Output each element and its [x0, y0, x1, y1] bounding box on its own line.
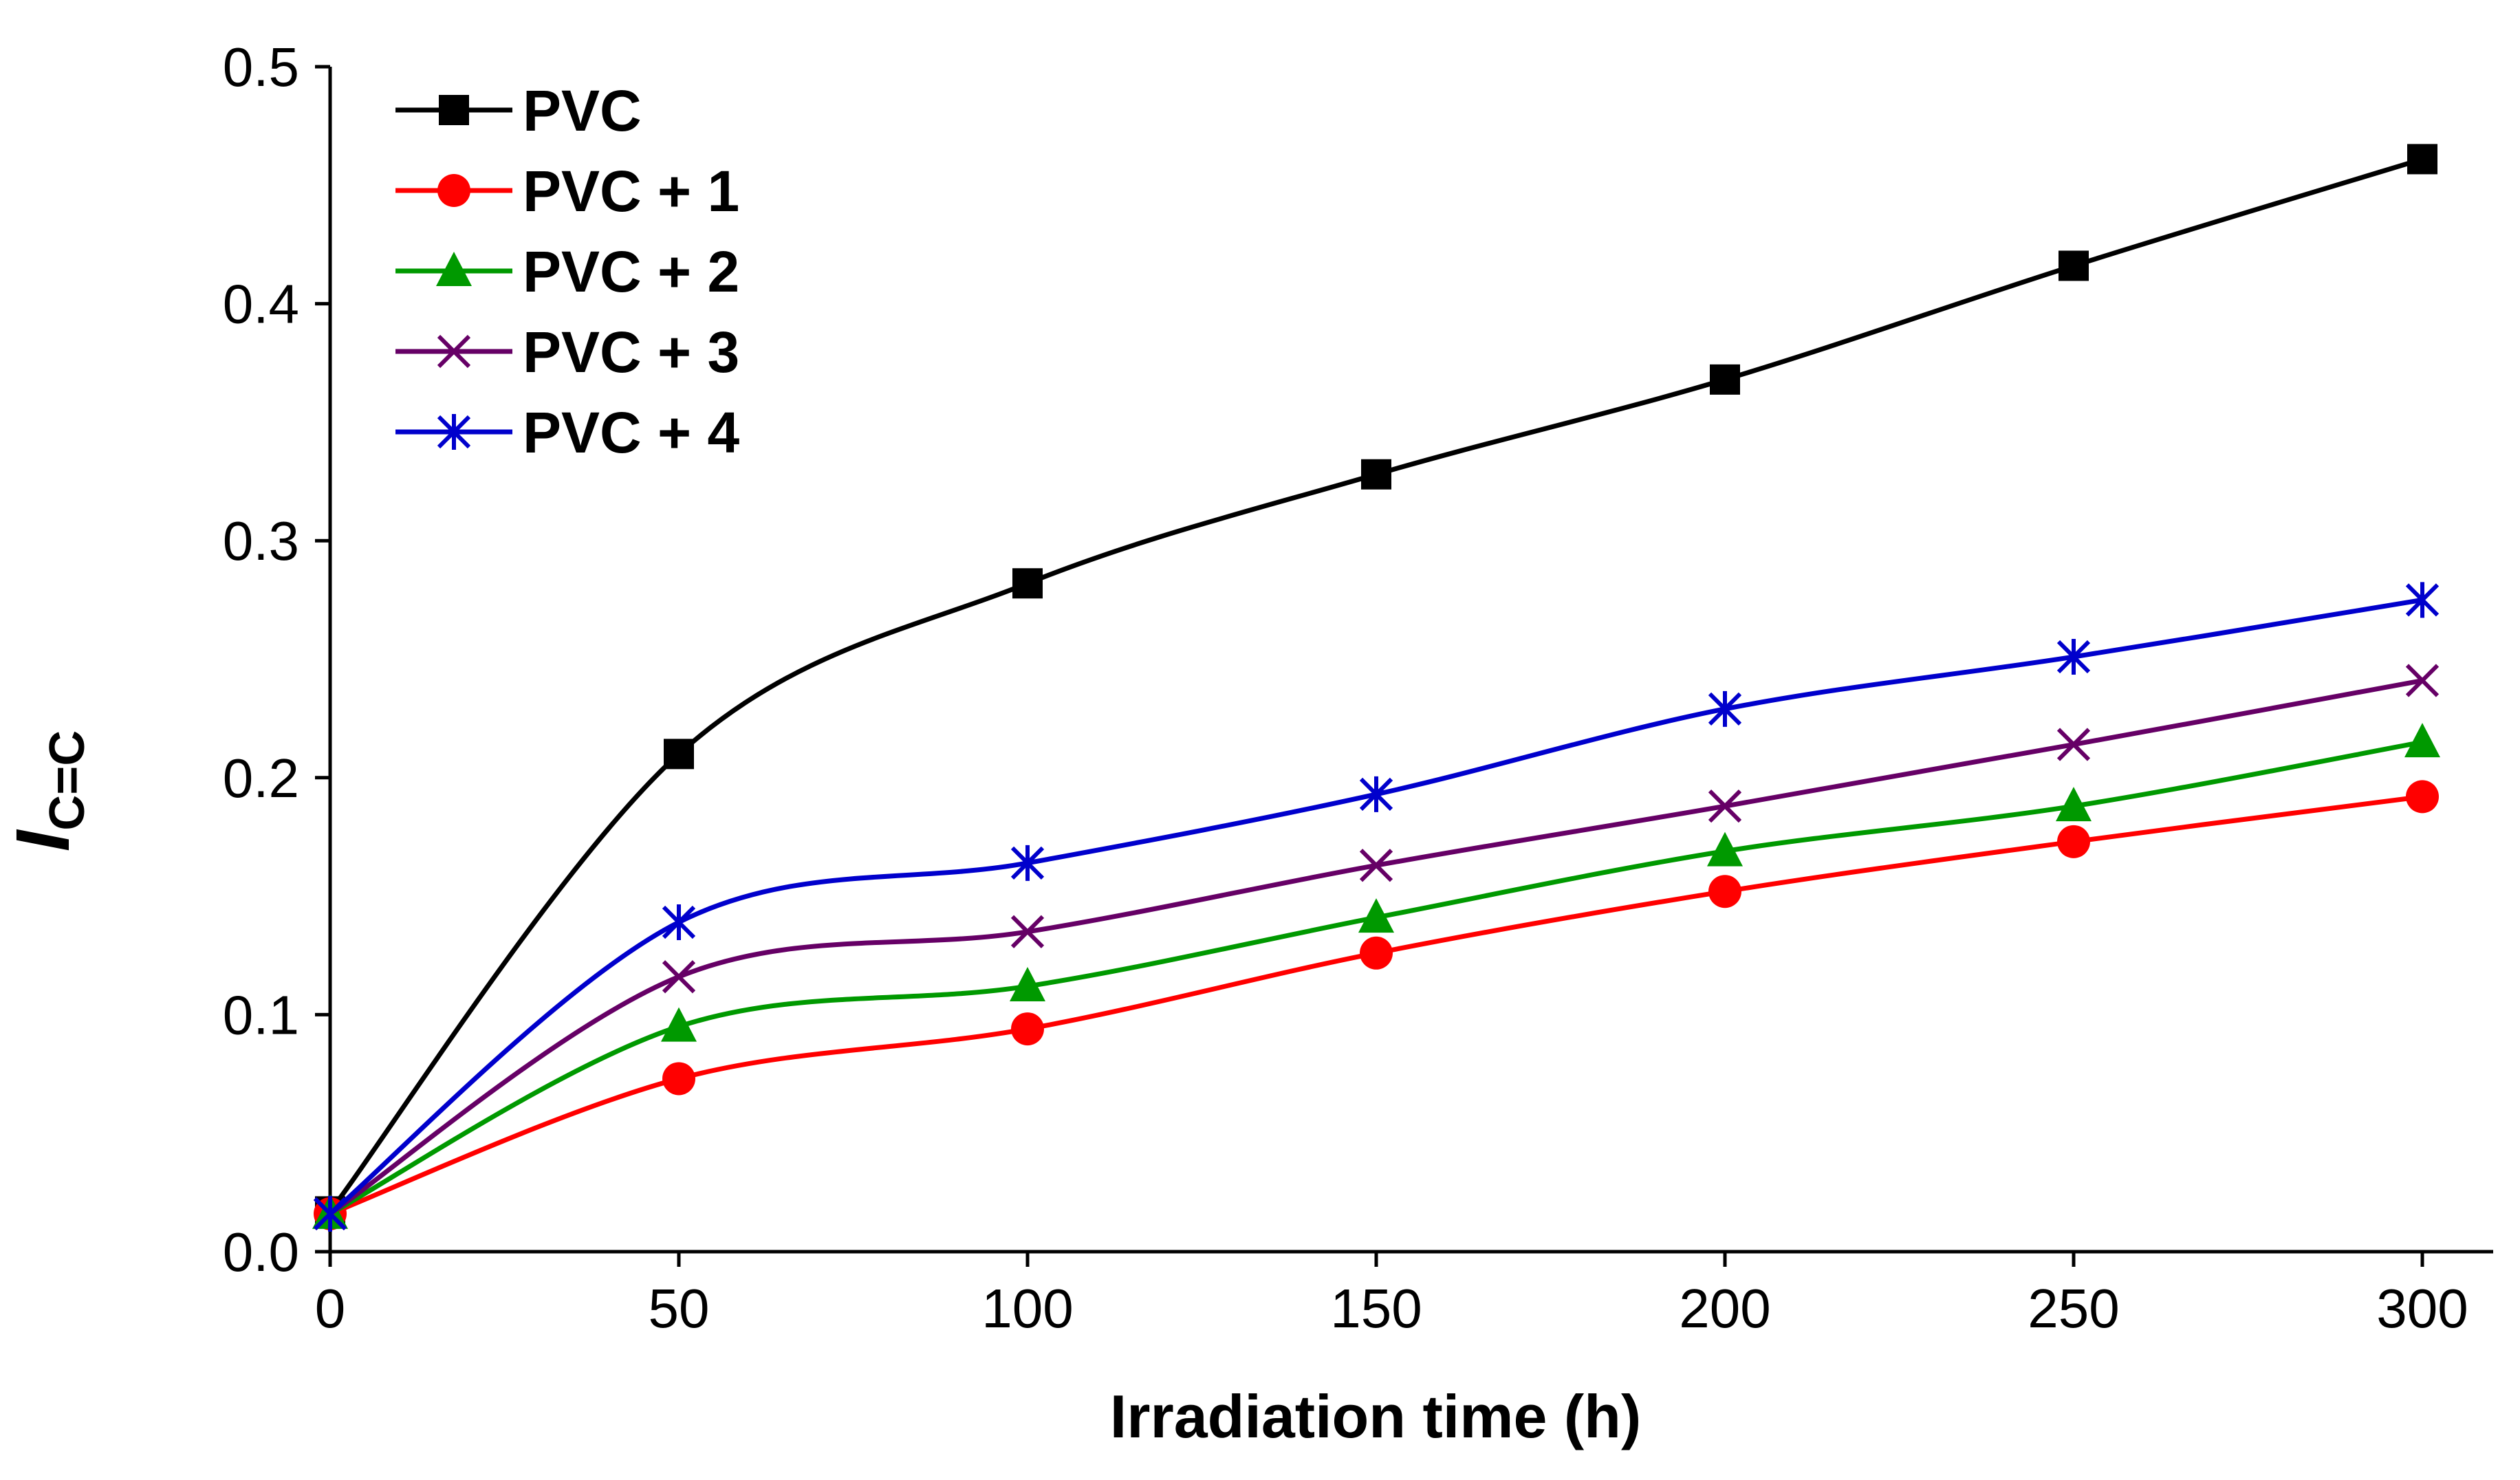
series-line: [329, 739, 2423, 1216]
y-tick-label: 0.5: [223, 36, 299, 98]
data-point-x: [662, 960, 696, 994]
legend-label: PVC: [523, 78, 642, 143]
legend-item: PVC: [395, 78, 642, 143]
y-tick-label: 0.1: [223, 984, 299, 1045]
data-point-circle: [437, 174, 470, 207]
data-point-square: [439, 95, 469, 125]
legend-item: PVC + 4: [395, 400, 739, 465]
data-point-triangle: [2056, 787, 2092, 822]
data-point-square: [2407, 144, 2437, 175]
data-point-triangle: [436, 252, 472, 286]
data-point-square: [1710, 364, 1740, 395]
data-point-asterisk: [313, 1195, 347, 1232]
data-point-triangle: [1010, 967, 1045, 1002]
data-point-x: [437, 334, 471, 369]
data-point-asterisk: [2405, 582, 2440, 618]
x-tick-label: 300: [2376, 1278, 2468, 1339]
data-point-square: [1012, 568, 1043, 599]
x-tick-label: 100: [981, 1278, 1073, 1339]
legend-label: PVC + 4: [523, 400, 739, 465]
data-point-circle: [2406, 780, 2439, 814]
data-point-x: [1359, 849, 1393, 882]
legend-label: PVC + 1: [523, 159, 739, 224]
series-pvc-1: [314, 780, 2439, 1230]
data-point-circle: [2057, 825, 2090, 858]
data-point-x: [1010, 915, 1045, 948]
legend-item: PVC + 1: [395, 159, 739, 224]
y-tick-label: 0.2: [223, 748, 299, 809]
legend-item: PVC + 3: [395, 320, 739, 384]
x-axis-title: Irradiation time (h): [1110, 1382, 1642, 1450]
y-axis-title-sub: C=C: [40, 730, 95, 831]
data-point-triangle: [2404, 723, 2440, 758]
x-tick-label: 200: [1679, 1278, 1770, 1339]
y-axis-title-main: I: [1, 829, 85, 851]
data-point-triangle: [1358, 898, 1394, 933]
x-tick-label: 150: [1330, 1278, 1422, 1339]
data-point-circle: [1360, 936, 1393, 970]
data-point-circle: [662, 1062, 695, 1096]
data-point-x: [1708, 790, 1742, 823]
data-point-square: [664, 739, 694, 770]
legend: PVC PVC + 1 PVC + 2 PVC + 3 PVC + 4: [395, 78, 739, 465]
axes: 0 50 100 150 200 250 300 0.0 0.1 0.2 0.3 0.4 0.5: [223, 36, 2493, 1339]
data-point-asterisk: [2056, 639, 2091, 675]
x-tick-label: 250: [2028, 1278, 2119, 1339]
data-point-asterisk: [1359, 776, 1393, 812]
series-pvc-4: [313, 582, 2440, 1232]
y-axis-title: IC=C: [1, 730, 95, 852]
x-tick-label: 50: [649, 1278, 710, 1339]
data-point-triangle: [1707, 831, 1743, 867]
data-point-square: [2059, 250, 2089, 281]
data-point-x: [2405, 664, 2440, 697]
series-pvc: [315, 144, 2437, 1227]
legend-label: PVC + 3: [523, 320, 739, 384]
series-line: [329, 794, 2423, 1217]
data-point-x: [2056, 728, 2091, 761]
data-point-asterisk: [437, 414, 471, 450]
series-line: [328, 157, 2424, 1213]
series-group: [312, 144, 2440, 1232]
data-point-square: [1361, 459, 1391, 490]
data-point-circle: [1708, 875, 1741, 908]
y-tick-label: 0.3: [223, 510, 299, 572]
data-point-triangle: [661, 1007, 697, 1042]
legend-item: PVC + 2: [395, 239, 739, 304]
x-tick-label: 0: [315, 1278, 346, 1339]
data-point-circle: [1011, 1012, 1044, 1046]
data-point-asterisk: [1708, 690, 1742, 727]
data-point-asterisk: [662, 904, 696, 941]
y-tick-label: 0.4: [223, 274, 299, 335]
y-tick-label: 0.0: [223, 1221, 299, 1283]
legend-label: PVC + 2: [523, 239, 739, 304]
data-point-asterisk: [1010, 845, 1045, 881]
